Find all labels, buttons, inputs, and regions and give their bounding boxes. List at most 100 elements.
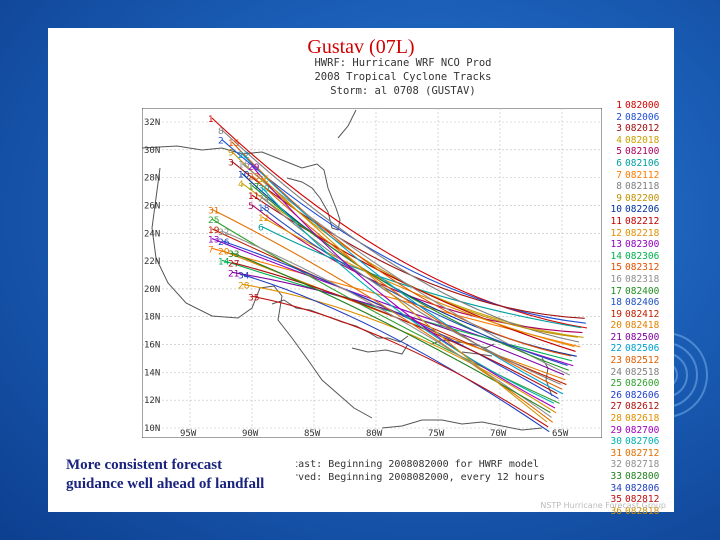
legend-number: 21 [610,331,622,343]
legend-number: 24 [610,366,622,378]
map-header-line-2: 2008 Tropical Cyclone Tracks [314,71,492,83]
legend-item: 32 082718 [608,459,672,471]
legend-item: 1 082000 [608,100,672,112]
track-number: 36 [258,175,270,185]
longitude-label: 75W [428,429,445,438]
legend-dtg: 082000 [625,100,660,111]
legend-dtg: 082100 [625,146,660,158]
legend-number: 33 [610,471,622,482]
legend-number: 10 [610,204,622,216]
legend-number: 34 [610,482,622,494]
latitude-label: 12N [144,396,160,406]
legend-number: 18 [610,297,622,309]
legend-dtg: 082212 [625,215,660,227]
forecast-track [261,197,561,385]
forecast-track [231,141,572,357]
track-number: 16 [238,161,250,171]
track-number: 35 [248,293,259,303]
track-number: 5 [248,202,254,212]
legend-item: 34 082806 [608,483,672,495]
legend-item: 33 082800 [608,471,672,483]
longitude-label: 80W [366,429,383,438]
longitude-label: 90W [242,429,259,438]
legend-dtg: 082700 [625,424,660,436]
legend-item: 10 082206 [608,204,672,216]
legend-item: 3 082012 [608,123,672,135]
legend-item: 11 082212 [608,216,672,228]
latitude-label: 22N [144,257,160,267]
legend-dtg: 082612 [625,401,660,413]
legend-dtg: 082218 [625,227,660,239]
legend-dtg: 082712 [625,447,660,459]
map-header: HWRF: Hurricane WRF NCO Prod 2008 Tropic… [303,56,503,98]
legend-dtg: 082206 [625,204,660,216]
legend-number: 5 [616,146,622,158]
legend-item: 24 082518 [608,367,672,379]
track-number: 28 [238,281,250,291]
track-number: 22 [238,151,249,161]
caption-line-1: More consistent forecast [66,457,223,473]
legend-item: 6 082106 [608,158,672,170]
legend-item: 23 082512 [608,355,672,367]
latitude-label: 14N [144,368,160,378]
forecast-track [211,117,588,329]
legend-number: 6 [616,157,622,169]
legend-item: 8 082118 [608,181,672,193]
forecast-track [261,177,548,423]
legend-item: 4 082018 [608,135,672,147]
legend-item: 35 082812 [608,494,672,506]
latitude-labels: 32N 30N 28N 26N 24N 22N 20N 18N 16N 14N 12N 10N [144,118,160,434]
latitude-label: 18N [144,313,160,323]
forecast-track [251,295,549,428]
longitude-labels: 95W90W85W80W75W70W65W60W [180,429,569,438]
track-number: 13 [208,236,219,246]
forecast-legend: 1 082000 2 082006 3 082012 4 082018 5 082100 6 0821… [608,100,672,517]
track-number: 27 [228,260,239,270]
track-number: 6 [258,224,264,234]
legend-item: 28 082618 [608,413,672,425]
map-footer-line-1: Forecast: Beginning 2008082000 for HWRF … [268,459,539,470]
legend-number: 15 [610,262,622,274]
track-number: 25 [208,216,219,226]
legend-dtg: 082718 [625,459,660,471]
track-number: 29 [248,163,260,173]
legend-number: 16 [610,273,622,285]
track-number: 17 [248,182,259,192]
track-number: 7 [208,245,214,255]
legend-dtg: 082400 [625,285,660,297]
legend-item: 18 082406 [608,297,672,309]
legend-number: 13 [610,239,622,251]
legend-dtg: 082200 [625,192,660,204]
forecast-track [251,175,563,390]
legend-number: 11 [610,215,622,227]
track-number: 8 [218,127,224,137]
legend-dtg: 082506 [625,343,660,355]
forecast-track [251,165,556,409]
legend-number: 17 [610,285,622,297]
legend-item: 19 082412 [608,309,672,321]
track-number: 10 [238,170,250,180]
forecast-track [221,139,586,324]
legend-dtg: 082600 [625,378,660,390]
legend-item: 29 082700 [608,425,672,437]
forecast-track [221,230,552,418]
legend-number: 3 [616,123,622,135]
forecast-track [261,187,555,404]
legend-number: 2 [616,111,622,123]
latitude-label: 16N [144,341,160,351]
legend-item: 5 082100 [608,146,672,158]
legend-number: 8 [616,181,622,193]
legend-number: 30 [610,436,622,448]
legend-item: 36 082818 [608,506,672,518]
latitude-label: 32N [144,118,160,128]
legend-dtg: 082406 [625,297,660,309]
latitude-label: 26N [144,201,160,211]
map-footer: Forecast: Beginning 2008082000 for HWRF … [268,458,568,484]
legend-dtg: 082606 [625,389,660,401]
legend-item: 22 082506 [608,343,672,355]
track-number: 9 [228,149,234,159]
legend-item: 9 082200 [608,193,672,205]
legend-number: 20 [610,320,622,332]
legend-item: 12 082218 [608,228,672,240]
legend-dtg: 082818 [625,505,660,517]
